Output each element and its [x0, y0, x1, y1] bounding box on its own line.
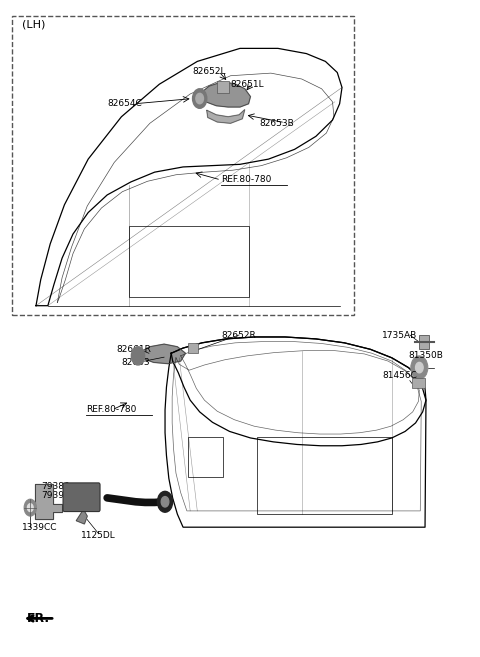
Text: 1125DL: 1125DL: [81, 530, 116, 539]
Text: FR.: FR.: [26, 612, 49, 625]
Polygon shape: [200, 82, 251, 107]
Text: REF.80-780: REF.80-780: [86, 405, 136, 415]
Text: 82653B: 82653B: [259, 119, 294, 128]
Polygon shape: [207, 110, 245, 124]
Text: 82652R: 82652R: [221, 330, 256, 340]
FancyBboxPatch shape: [63, 483, 100, 512]
Text: (LH): (LH): [22, 19, 45, 29]
Text: 82654C: 82654C: [107, 99, 142, 108]
Circle shape: [196, 93, 204, 104]
Text: 82663: 82663: [121, 358, 150, 367]
Text: 82651L: 82651L: [230, 79, 264, 89]
Text: 81456C: 81456C: [383, 371, 417, 380]
Bar: [257, 438, 392, 514]
Bar: [188, 437, 223, 477]
Text: REF.80-780: REF.80-780: [221, 175, 271, 185]
Circle shape: [132, 347, 144, 365]
Text: 1339CC: 1339CC: [22, 523, 57, 532]
Text: 79380: 79380: [42, 482, 71, 491]
Bar: [217, 81, 229, 93]
Circle shape: [416, 363, 423, 373]
Circle shape: [27, 504, 33, 512]
Text: 79390: 79390: [42, 491, 71, 501]
Text: 82652L: 82652L: [192, 66, 226, 76]
Circle shape: [161, 497, 169, 507]
Text: 1735AB: 1735AB: [383, 330, 418, 340]
Text: 82661R: 82661R: [117, 345, 152, 354]
Circle shape: [24, 499, 36, 516]
Circle shape: [157, 491, 173, 512]
Polygon shape: [76, 510, 87, 524]
Circle shape: [192, 89, 207, 108]
Polygon shape: [138, 344, 185, 364]
Circle shape: [411, 356, 428, 379]
Bar: [420, 335, 429, 350]
Bar: [412, 378, 425, 388]
Text: 81350B: 81350B: [408, 351, 444, 360]
Bar: [12, 16, 354, 315]
Bar: [188, 343, 198, 353]
Polygon shape: [35, 484, 62, 519]
